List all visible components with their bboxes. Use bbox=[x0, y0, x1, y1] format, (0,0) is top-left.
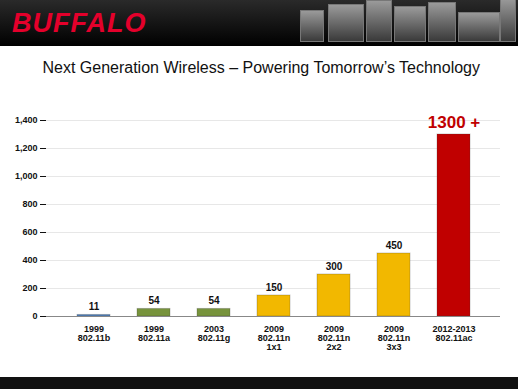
svg-text:2003802.11g: 2003802.11g bbox=[198, 324, 231, 343]
svg-text:600: 600 bbox=[22, 227, 37, 237]
svg-text:2009802.11n3x3: 2009802.11n3x3 bbox=[378, 324, 411, 352]
svg-text:1,000: 1,000 bbox=[15, 171, 38, 181]
svg-text:1999802.11b: 1999802.11b bbox=[78, 324, 111, 343]
svg-text:200: 200 bbox=[22, 283, 37, 293]
svg-text:11: 11 bbox=[89, 301, 100, 312]
svg-text:1999802.11a: 1999802.11a bbox=[138, 324, 171, 343]
svg-text:2012-2013802.11ac: 2012-2013802.11ac bbox=[432, 324, 475, 343]
svg-text:2009802.11n2x2: 2009802.11n2x2 bbox=[318, 324, 351, 352]
svg-text:400: 400 bbox=[22, 255, 37, 265]
svg-text:150: 150 bbox=[266, 282, 283, 293]
svg-text:1,200: 1,200 bbox=[15, 143, 38, 153]
svg-text:1300 +: 1300 + bbox=[428, 113, 481, 132]
html-text:Next Generation Wireless – Pow: Next Generation Wireless – Powering Tomo… bbox=[42, 59, 480, 76]
svg-text:1,400: 1,400 bbox=[15, 115, 38, 125]
svg-text:300: 300 bbox=[326, 261, 343, 272]
svg-text:800: 800 bbox=[22, 199, 37, 209]
svg-text:54: 54 bbox=[208, 295, 220, 306]
svg-text:0: 0 bbox=[32, 311, 37, 321]
svg-text:450: 450 bbox=[386, 240, 403, 251]
svg-text:2009802.11n1x1: 2009802.11n1x1 bbox=[258, 324, 291, 352]
svg-text:54: 54 bbox=[148, 295, 160, 306]
html-text:BUFFALO: BUFFALO bbox=[12, 8, 147, 38]
